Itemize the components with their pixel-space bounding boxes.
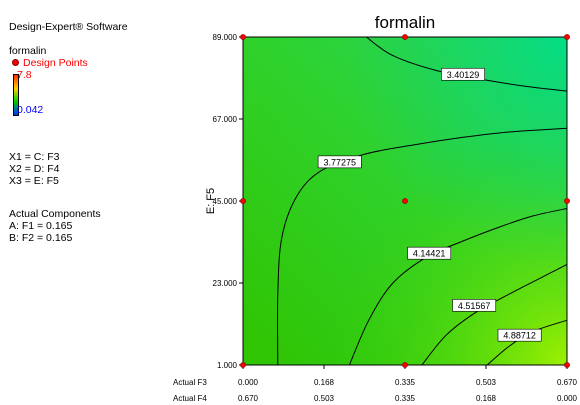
- design-point: [240, 362, 246, 368]
- design-point: [564, 362, 570, 368]
- contour-label: 4.14421: [413, 249, 446, 259]
- contour-label-box: [407, 246, 452, 260]
- design-point: [240, 198, 246, 204]
- color-scale-min: 0.042: [17, 104, 44, 116]
- x-tick-label-f4: 0.000: [557, 394, 578, 403]
- actual-component-b: B: F2 = 0.165: [9, 232, 73, 244]
- y-tick-label: 1.000: [217, 361, 238, 370]
- design-point: [402, 362, 408, 368]
- contour-label: 3.77275: [323, 157, 356, 167]
- design-point: [564, 198, 570, 204]
- x-tick-label-f3: 0.168: [314, 378, 335, 387]
- x-row-label-f4: Actual F4: [173, 394, 207, 403]
- y-tick-label: 67.000: [213, 115, 238, 124]
- x-row-label-f3: Actual F3: [173, 378, 207, 387]
- color-scale-max: 7.8: [17, 69, 32, 81]
- response-name: formalin: [9, 45, 47, 57]
- design-points-label: Design Points: [23, 57, 88, 69]
- contour-label-box: [452, 299, 497, 312]
- contour-label: 3.40129: [447, 70, 480, 80]
- x-tick-label-f3: 0.503: [476, 378, 497, 387]
- factor-x2: X2 = D: F4: [9, 163, 60, 175]
- contour-label: 4.51567: [458, 301, 491, 311]
- contour-labels: 3.40129 3.77275 4.14421 4.51567 4.88712: [317, 67, 542, 342]
- x-tick-label-f4: 0.503: [314, 394, 335, 403]
- design-points-legend: Design Points: [9, 57, 88, 69]
- y-axis: 1.000 23.000 45.000 67.000 89.000: [213, 33, 243, 370]
- design-points: [240, 34, 570, 368]
- actual-component-a: A: F1 = 0.165: [9, 220, 73, 232]
- x-tick-label-f3: 0.670: [557, 378, 578, 387]
- x-tick-label-f3: 0.335: [395, 378, 416, 387]
- chart-title: formalin: [375, 13, 435, 32]
- contour-label-box: [441, 67, 485, 81]
- design-point-icon: [12, 59, 19, 67]
- x-axis: Actual F3 Actual F4 0.000 0.670 0.168 0.503 0.…: [173, 365, 578, 403]
- factor-x1: X1 = C: F3: [9, 151, 60, 163]
- factor-x3: X3 = E: F5: [9, 175, 59, 187]
- app-title: Design-Expert® Software: [9, 21, 128, 33]
- y-axis-label: E: F5: [205, 188, 217, 214]
- y-tick-label: 89.000: [213, 33, 238, 42]
- x-tick-label-f4: 0.670: [238, 394, 259, 403]
- x-tick-label-f3: 0.000: [238, 378, 259, 387]
- color-scale-bar: [13, 74, 19, 116]
- contour-label: 4.88712: [503, 331, 536, 341]
- x-tick-label-f4: 0.168: [476, 394, 497, 403]
- y-tick-label: 23.000: [213, 279, 238, 288]
- actual-components-title: Actual Components: [9, 208, 101, 220]
- design-point: [402, 198, 408, 204]
- contour-label-box: [317, 155, 362, 169]
- design-point: [240, 34, 246, 40]
- y-tick-label: 45.000: [213, 197, 238, 206]
- contour-label-box: [497, 328, 542, 342]
- x-tick-label-f4: 0.335: [395, 394, 416, 403]
- design-point: [402, 34, 408, 40]
- design-point: [564, 34, 570, 40]
